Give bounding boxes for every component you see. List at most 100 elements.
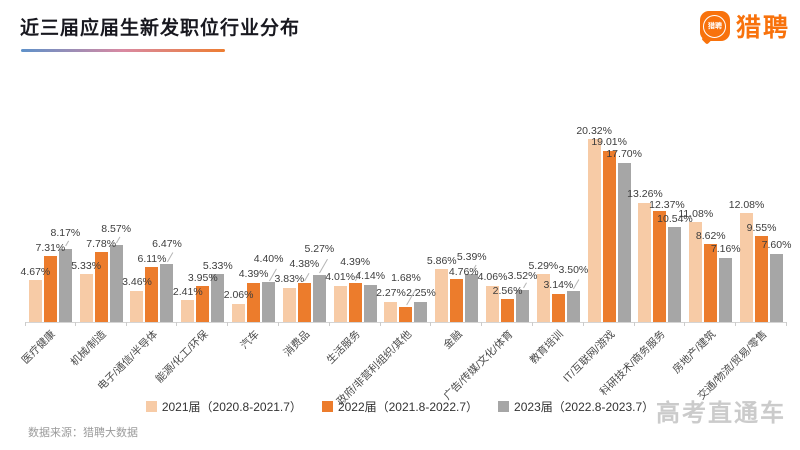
- bar: [384, 301, 398, 322]
- bar: [450, 279, 464, 322]
- bar: [247, 282, 261, 322]
- bar-value-label: 4.01%: [325, 271, 356, 284]
- label-leader-line: [522, 282, 527, 289]
- category-label: 汽车: [238, 328, 262, 352]
- bar: [145, 267, 159, 322]
- bar-value-label: 2.06%: [223, 289, 254, 301]
- liepin-logo-text: 猎聘: [735, 14, 790, 42]
- bar: [689, 222, 703, 322]
- bar: [297, 282, 311, 322]
- page-title: 近三届应届生新发职位行业分布: [20, 18, 301, 39]
- category-label: 能源/化工/环保: [153, 328, 211, 386]
- bar-value-label: 5.29%: [528, 259, 559, 272]
- watermark: 高考直通车: [656, 400, 786, 427]
- bar-value-label: 7.16%: [710, 243, 741, 256]
- bar: [566, 290, 580, 322]
- chart-group: 13.26% 12.37% 10.54% 科研技术/商务服务: [598, 97, 693, 398]
- bar: [638, 202, 652, 322]
- bar: [536, 274, 550, 322]
- bar-value-label: 3.46%: [122, 276, 152, 289]
- bar: [181, 300, 195, 322]
- title-underline: [21, 49, 225, 52]
- bar-value-label: 4.39%: [238, 268, 269, 280]
- bar-chart: 4.67% 7.31% 8.17% 医疗健康 5.33% 7.78% 8.57% 机械/制造 3…: [20, 97, 791, 408]
- bar: [465, 273, 479, 322]
- bar: [704, 244, 718, 322]
- axis-tick: [531, 322, 533, 326]
- legend-label: 2023届（2022.8-2023.7）: [514, 400, 655, 414]
- bar-value-label: 6.47%: [152, 237, 182, 250]
- axis-tick: [430, 322, 432, 326]
- chart-group: 4.01% 4.39% 4.14% 生活服务: [325, 97, 385, 366]
- legend-marker: [498, 401, 510, 412]
- label-leader-line: [167, 252, 174, 263]
- chart-group: 2.27% 1.68% 2.25% 政府/非营利组织/其他: [334, 97, 436, 408]
- bar: [770, 253, 784, 322]
- legend-marker: [321, 401, 333, 412]
- axis-tick: [684, 322, 686, 326]
- category-label: 医疗健康: [20, 328, 59, 367]
- chart-group: 12.08% 9.55% 7.60% 交通/物流/贸易/零售: [695, 97, 791, 403]
- label-leader-line: [116, 236, 121, 244]
- bar: [587, 139, 601, 322]
- bar-value-label: 9.55%: [746, 221, 777, 234]
- category-label: 教育培训: [527, 328, 567, 367]
- bar: [130, 290, 144, 322]
- bar: [435, 269, 449, 322]
- bar-value-label: 1.68%: [391, 272, 421, 285]
- bar: [196, 286, 210, 322]
- chart-group: 20.32% 19.01% 17.70% IT/互联网/游戏: [561, 97, 642, 385]
- bar-value-label: 17.70%: [606, 148, 642, 161]
- liepin-logo-icon-text: 猎聘: [703, 14, 727, 38]
- bar-value-label: 5.33%: [71, 259, 102, 272]
- legend-label: 2022届（2021.8-2022.7）: [337, 400, 479, 414]
- bar-value-label: 2.56%: [492, 284, 523, 297]
- bar-value-label: 3.52%: [507, 269, 538, 282]
- bar-value-label: 5.33%: [202, 259, 233, 272]
- chart-group: 5.86% 4.76% 5.39% 金融: [427, 97, 487, 352]
- liepin-logo: 猎聘 猎聘: [699, 8, 790, 44]
- bar: [399, 306, 413, 322]
- legend-label: 2021届（2020.8-2021.7）: [161, 400, 302, 414]
- bar-value-label: 8.62%: [695, 229, 726, 242]
- bar: [211, 274, 225, 322]
- bar: [516, 290, 530, 322]
- legend: 2021届（2020.8-2021.7） 2022届（2021.8-2022.7）…: [0, 398, 800, 415]
- bar-value-label: 6.11%: [137, 252, 167, 265]
- bar-value-label: 4.14%: [355, 270, 386, 283]
- bar-value-label: 7.31%: [35, 241, 66, 254]
- bar: [551, 293, 565, 322]
- chart-group: 5.33% 7.78% 8.57% 机械/制造: [69, 97, 131, 368]
- axis-tick: [785, 322, 787, 326]
- category-label: 消费品: [281, 328, 313, 360]
- bar: [282, 287, 296, 322]
- category-label: 房地产/建筑: [670, 328, 719, 376]
- chart-group: 2.41% 3.95% 5.33% 能源/化工/环保: [153, 97, 232, 385]
- bar: [755, 236, 769, 322]
- bar-value-label: 2.25%: [406, 287, 436, 300]
- legend-marker: [145, 401, 157, 412]
- chart-group: 11.08% 8.62% 7.16% 房地产/建筑: [671, 97, 741, 376]
- axis-tick: [25, 322, 26, 326]
- bar-value-label: 5.86%: [426, 254, 457, 267]
- bar-value-label: 19.01%: [591, 136, 627, 149]
- axis-tick: [176, 322, 178, 326]
- axis-tick: [328, 322, 330, 326]
- bar-value-label: 8.17%: [50, 226, 81, 239]
- bar: [348, 282, 362, 322]
- bar-value-label: 3.83%: [274, 273, 305, 285]
- bar-value-label: 3.95%: [187, 271, 218, 284]
- bar: [414, 301, 428, 322]
- legend-item: 2022届（2021.8-2022.7）: [321, 398, 479, 415]
- bar: [312, 274, 326, 322]
- bar-value-label: 10.54%: [657, 212, 693, 225]
- chart-group: 3.83% 4.38% 5.27% 消费品: [274, 97, 334, 359]
- bar: [501, 299, 515, 322]
- category-label: 金融: [441, 328, 465, 352]
- axis-tick: [379, 322, 381, 326]
- liepin-logo-icon: 猎聘: [699, 11, 730, 41]
- bar: [602, 150, 616, 322]
- bar: [668, 227, 682, 322]
- bar-value-label: 5.39%: [456, 250, 487, 263]
- axis-tick: [74, 322, 76, 326]
